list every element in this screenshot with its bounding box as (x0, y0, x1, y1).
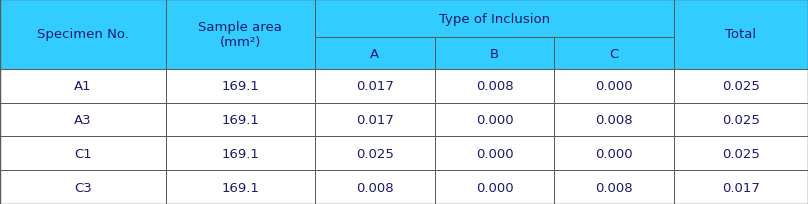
Text: 0.008: 0.008 (356, 181, 393, 194)
Text: 0.008: 0.008 (476, 80, 513, 93)
Bar (166, 137, 315, 170)
Bar (554, 69, 674, 103)
Bar (0, 69, 166, 103)
Text: 0.017: 0.017 (356, 113, 393, 126)
Text: Total: Total (726, 28, 756, 41)
Text: 0.025: 0.025 (722, 147, 760, 160)
Bar (315, 103, 435, 137)
Bar (554, 137, 674, 170)
Text: 0.000: 0.000 (595, 147, 633, 160)
Bar (435, 137, 554, 170)
Text: 0.008: 0.008 (595, 113, 633, 126)
Text: C: C (609, 47, 619, 60)
Bar (0, 170, 166, 204)
Bar (0, 0, 808, 69)
Text: B: B (490, 47, 499, 60)
Bar (435, 103, 554, 137)
Text: C3: C3 (74, 181, 91, 194)
Text: C1: C1 (74, 147, 91, 160)
Text: 169.1: 169.1 (221, 113, 259, 126)
Bar (674, 0, 808, 69)
Bar (435, 38, 554, 69)
Bar (554, 170, 674, 204)
Text: A: A (370, 47, 380, 60)
Bar (554, 103, 674, 137)
Bar (0, 0, 166, 69)
Text: Type of Inclusion: Type of Inclusion (439, 13, 550, 26)
Text: Sample area
(mm²): Sample area (mm²) (199, 21, 282, 49)
Bar (166, 170, 315, 204)
Bar (315, 137, 435, 170)
Text: 0.000: 0.000 (476, 113, 513, 126)
Bar (674, 69, 808, 103)
Text: 169.1: 169.1 (221, 181, 259, 194)
Text: 0.025: 0.025 (356, 147, 393, 160)
Text: Specimen No.: Specimen No. (37, 28, 128, 41)
Bar (0, 103, 808, 137)
Bar (315, 69, 435, 103)
Text: 0.000: 0.000 (476, 181, 513, 194)
Text: 0.025: 0.025 (722, 113, 760, 126)
Text: 0.008: 0.008 (595, 181, 633, 194)
Text: 0.017: 0.017 (356, 80, 393, 93)
Text: 169.1: 169.1 (221, 147, 259, 160)
Bar (0, 103, 166, 137)
Bar (674, 137, 808, 170)
Bar (0, 137, 166, 170)
Bar (674, 170, 808, 204)
Text: A3: A3 (74, 113, 91, 126)
Text: A1: A1 (74, 80, 91, 93)
Bar (315, 170, 435, 204)
Bar (435, 69, 554, 103)
Bar (166, 0, 315, 69)
Bar (0, 170, 808, 204)
Bar (0, 137, 808, 170)
Text: 0.017: 0.017 (722, 181, 760, 194)
Bar (554, 38, 674, 69)
Bar (315, 0, 674, 38)
Bar (674, 103, 808, 137)
Text: 0.000: 0.000 (595, 80, 633, 93)
Bar (315, 38, 435, 69)
Bar (435, 170, 554, 204)
Bar (166, 103, 315, 137)
Text: 169.1: 169.1 (221, 80, 259, 93)
Text: 0.025: 0.025 (722, 80, 760, 93)
Bar (166, 69, 315, 103)
Bar (0, 69, 808, 103)
Text: 0.000: 0.000 (476, 147, 513, 160)
